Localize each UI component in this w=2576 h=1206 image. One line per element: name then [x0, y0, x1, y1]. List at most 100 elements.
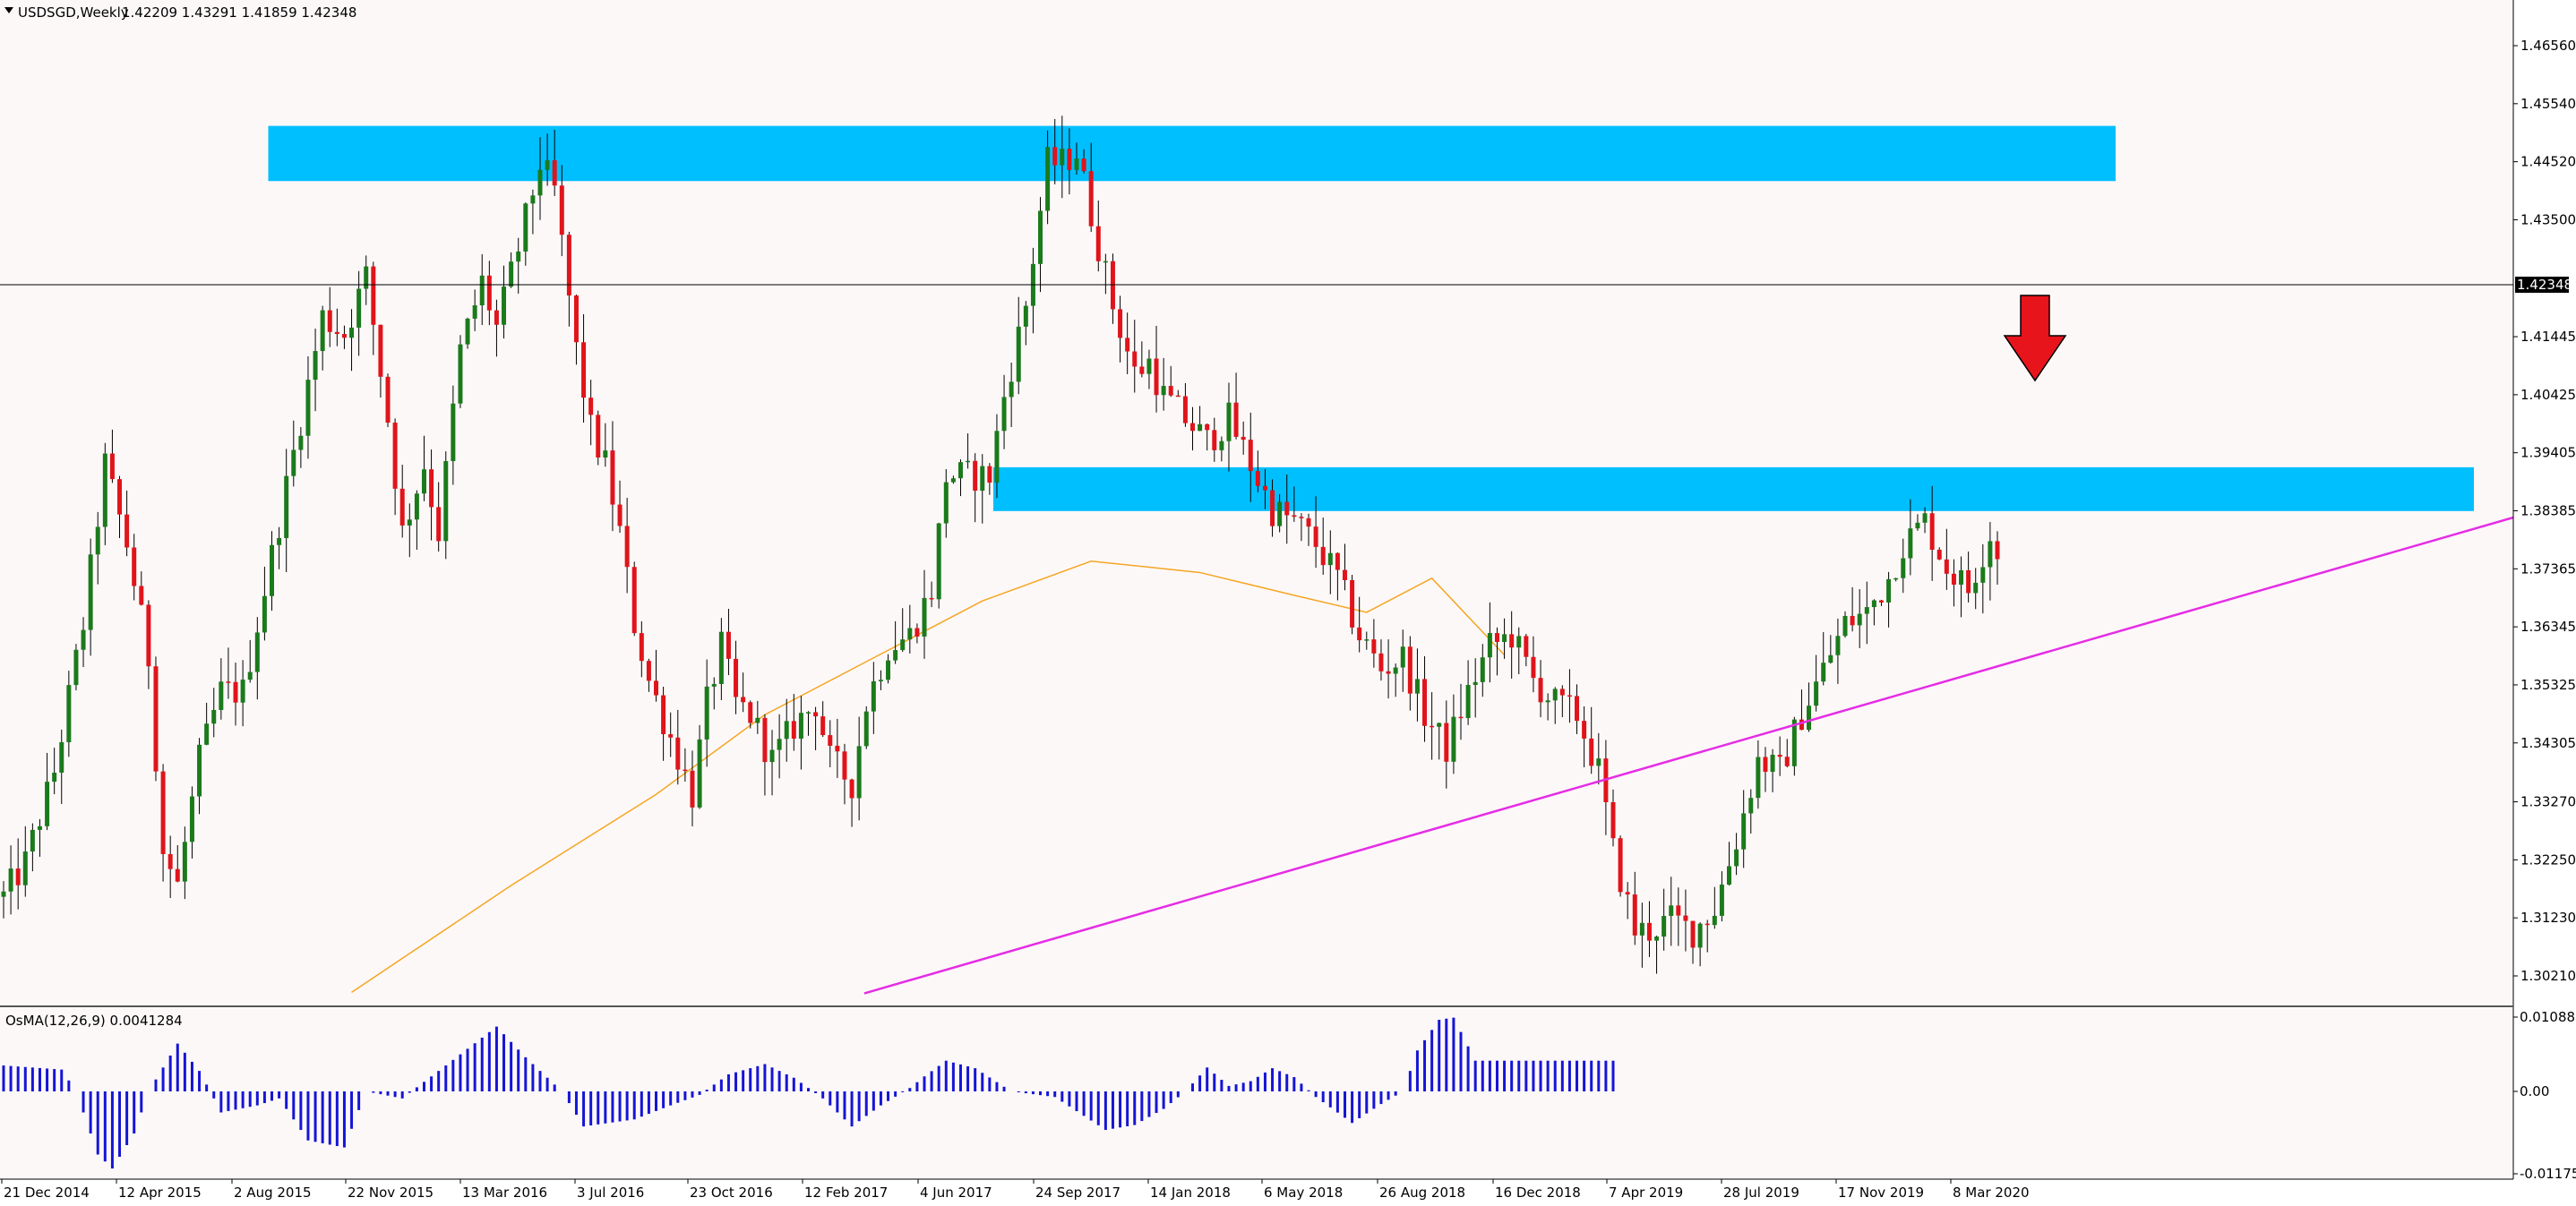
time-tick-label: 14 Jan 2018: [1150, 1185, 1231, 1201]
bear-candle: [429, 469, 434, 508]
bull-candle: [545, 160, 550, 170]
bear-candle: [146, 604, 151, 667]
bear-candle: [741, 697, 746, 703]
bull-candle: [777, 739, 782, 750]
bull-candle: [189, 796, 194, 842]
bull-candle: [182, 842, 187, 882]
bear-candle: [813, 712, 819, 717]
bear-candle: [631, 567, 637, 634]
bull-candle: [277, 537, 282, 545]
bear-candle: [1386, 671, 1391, 674]
bull-candle: [1893, 577, 1899, 580]
bull-candle: [950, 478, 956, 483]
time-axis-background: [0, 1179, 2513, 1206]
bull-candle: [1712, 915, 1717, 926]
bear-candle: [1212, 430, 1217, 450]
bull-candle: [37, 825, 42, 830]
bear-candle: [233, 681, 238, 703]
osma-label: OsMA(12,26,9) 0.0041284: [5, 1013, 183, 1029]
bear-candle: [914, 628, 920, 637]
bull-candle: [1915, 522, 1920, 529]
bull-candle: [1016, 326, 1021, 382]
bear-candle: [1350, 580, 1355, 628]
bear-candle: [371, 266, 376, 325]
bear-candle: [639, 633, 644, 662]
bear-candle: [392, 423, 398, 489]
bull-candle: [966, 460, 971, 463]
bull-candle: [1465, 685, 1471, 719]
bull-candle: [458, 344, 463, 404]
bull-candle: [479, 275, 485, 306]
bull-candle: [291, 449, 296, 476]
bull-candle: [313, 351, 318, 381]
bull-candle: [1545, 700, 1550, 703]
time-tick-label: 24 Sep 2017: [1035, 1185, 1121, 1201]
bull-candle: [1393, 667, 1398, 674]
price-tick-label: 1.30210: [2520, 968, 2576, 984]
bear-candle: [748, 702, 753, 723]
moving-average-line: [351, 560, 1506, 994]
bull-candle: [784, 721, 789, 740]
bull-candle: [863, 711, 869, 747]
price-tick-label: 1.33270: [2520, 794, 2576, 810]
bear-candle: [1052, 147, 1058, 166]
time-tick-label: 12 Apr 2015: [118, 1185, 202, 1201]
bull-candle: [509, 261, 514, 287]
bull-candle: [95, 526, 100, 555]
bull-candle: [472, 305, 477, 319]
bear-candle: [552, 160, 557, 186]
bear-candle: [1154, 358, 1159, 396]
bull-candle: [1791, 719, 1797, 766]
bull-candle: [407, 519, 412, 526]
bull-candle: [1277, 501, 1283, 526]
bull-candle: [247, 671, 253, 680]
bear-candle: [661, 695, 666, 735]
bull-candle: [755, 717, 760, 723]
bear-candle: [617, 504, 623, 526]
triangle-down-icon[interactable]: [4, 7, 13, 13]
bull-candle: [1821, 663, 1826, 682]
bull-candle: [697, 739, 702, 808]
bear-candle: [1704, 923, 1710, 926]
bear-candle: [1444, 723, 1449, 762]
bear-candle: [1299, 517, 1304, 518]
bull-candle: [805, 712, 811, 714]
bear-candle: [1799, 719, 1804, 731]
bull-candle: [893, 650, 898, 661]
bear-candle: [1878, 600, 1884, 603]
bear-candle: [1205, 423, 1210, 431]
bear-candle: [842, 751, 847, 780]
bull-candle: [1697, 923, 1703, 948]
bear-candle: [588, 398, 594, 415]
bull-candle: [1327, 552, 1333, 566]
bear-candle: [734, 658, 739, 697]
bear-candle: [835, 745, 840, 752]
bear-candle: [117, 479, 123, 515]
bear-candle: [654, 680, 659, 696]
bear-candle: [1676, 905, 1681, 916]
time-tick-label: 4 Jun 2017: [920, 1185, 992, 1201]
time-tick-label: 22 Nov 2015: [348, 1185, 434, 1201]
bear-candle: [1538, 678, 1543, 703]
bull-candle: [1842, 615, 1848, 637]
bull-candle: [1864, 607, 1869, 614]
bear-candle: [327, 310, 332, 332]
bull-candle: [1502, 634, 1507, 643]
bull-candle: [1414, 679, 1420, 694]
bull-candle: [769, 749, 775, 763]
bear-candle: [596, 415, 601, 458]
bull-candle: [1756, 757, 1761, 799]
bear-candle: [1378, 653, 1384, 671]
bear-candle: [1081, 158, 1086, 172]
bull-candle: [516, 251, 521, 262]
bull-candle: [1639, 922, 1644, 936]
bear-candle: [139, 586, 144, 605]
bull-candle: [414, 493, 419, 520]
bear-candle: [573, 295, 579, 343]
ascending-trendline: [863, 516, 2514, 995]
bull-candle: [8, 868, 13, 892]
middle-resistance-zone: [992, 466, 2474, 511]
bull-candle: [1487, 633, 1492, 658]
bull-candle: [1901, 558, 1906, 578]
